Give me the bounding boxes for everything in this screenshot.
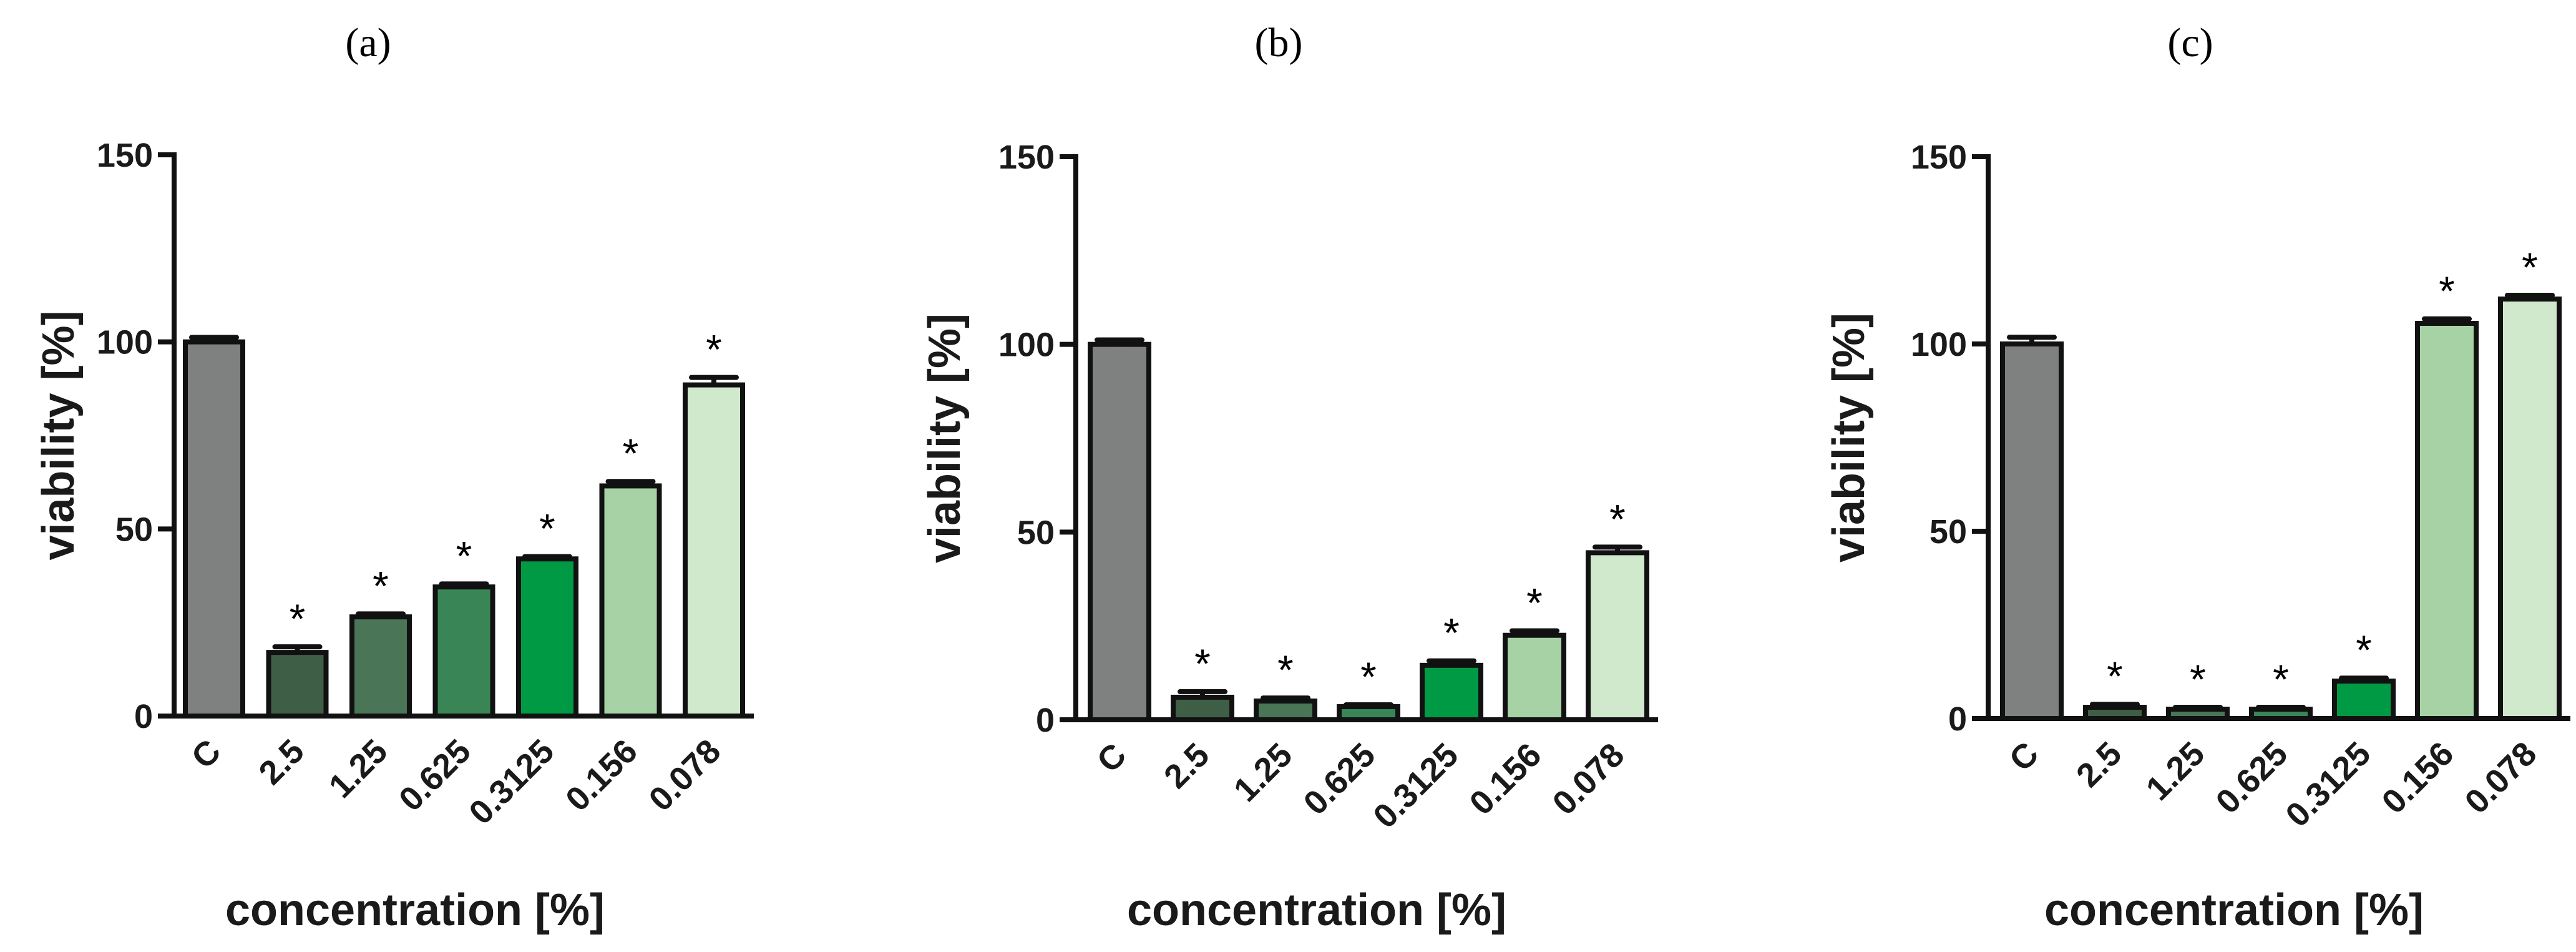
significance-marker: * <box>2522 244 2538 290</box>
bar <box>1171 694 1234 723</box>
x-tick-label: 0.078 <box>642 732 728 818</box>
x-tick-label: 2.5 <box>1157 736 1217 796</box>
y-tick-label: 150 <box>1911 139 1967 176</box>
x-axis-title: concentration [%] <box>1127 885 1506 935</box>
bar <box>1088 341 1151 722</box>
significance-marker: * <box>2107 653 2123 699</box>
y-tick-label: 100 <box>998 326 1055 364</box>
y-tick-label: 150 <box>998 139 1055 176</box>
x-tick-label: 1.25 <box>1227 736 1300 809</box>
x-tick-label: 0.156 <box>2375 735 2461 821</box>
x-tick-label: 0.3125 <box>2278 735 2378 834</box>
x-tick-label: 0.078 <box>2458 735 2544 821</box>
significance-marker: * <box>1360 654 1377 700</box>
y-tick-label: 0 <box>1948 700 1967 738</box>
bar <box>2415 321 2479 721</box>
significance-marker: * <box>2190 656 2206 702</box>
significance-marker: * <box>2273 656 2289 702</box>
bar <box>599 483 662 719</box>
bar <box>2000 341 2064 721</box>
bar <box>2498 297 2562 721</box>
x-tick-label: 1.25 <box>2139 735 2212 808</box>
x-tick-label: 0.156 <box>559 732 645 818</box>
bar <box>1254 698 1317 723</box>
panel-label: (c) <box>2167 20 2213 66</box>
x-tick-label: C <box>184 732 228 776</box>
bar <box>1586 550 1649 722</box>
significance-marker: * <box>2439 268 2455 314</box>
significance-marker: * <box>373 562 389 609</box>
y-axis-title: viability [%] <box>920 313 970 563</box>
bar <box>349 614 412 719</box>
bar <box>2332 679 2396 721</box>
x-tick-label: C <box>1090 736 1133 780</box>
significance-marker: * <box>1443 610 1460 656</box>
panel-b: (b)C*2.5*1.25*0.625*0.3125*0.156*0.07805… <box>920 20 1658 935</box>
bar <box>432 584 495 719</box>
y-tick-label: 50 <box>1017 514 1055 551</box>
y-tick-label: 0 <box>134 698 153 735</box>
bar <box>683 382 745 719</box>
y-tick-label: 150 <box>97 137 153 174</box>
panel-a: (a)C*2.5*1.25*0.625*0.3125*0.156*0.07805… <box>34 20 754 935</box>
bar <box>1503 632 1566 723</box>
significance-marker: * <box>456 532 472 579</box>
significance-marker: * <box>1277 647 1294 693</box>
panel-c: (c)C*2.5*1.25*0.625*0.3125*0.156*0.07805… <box>1824 20 2570 935</box>
x-axis-title: concentration [%] <box>2044 885 2424 935</box>
y-tick-label: 50 <box>115 511 153 548</box>
significance-marker: * <box>706 326 722 373</box>
significance-marker: * <box>623 430 639 476</box>
y-axis-title: viability [%] <box>1824 313 1874 562</box>
significance-marker: * <box>1526 579 1543 626</box>
bar <box>1420 662 1483 722</box>
y-tick-label: 100 <box>97 324 153 361</box>
x-tick-label: 0.3125 <box>462 732 561 832</box>
x-tick-label: 2.5 <box>251 732 311 792</box>
significance-marker: * <box>2356 627 2372 673</box>
bar <box>516 556 578 719</box>
x-tick-label: 1.25 <box>322 732 395 805</box>
panel-label: (b) <box>1255 20 1303 66</box>
y-axis-title: viability [%] <box>34 310 84 560</box>
significance-marker: * <box>539 506 555 552</box>
panel-label: (a) <box>345 20 391 66</box>
y-tick-label: 0 <box>1036 702 1055 739</box>
significance-marker: * <box>290 596 306 642</box>
significance-marker: * <box>1194 640 1211 687</box>
y-tick-label: 100 <box>1911 326 1967 363</box>
x-axis-title: concentration [%] <box>225 885 605 935</box>
bar <box>183 339 245 719</box>
significance-marker: * <box>1609 496 1626 542</box>
x-tick-label: 0.078 <box>1546 736 1632 822</box>
x-tick-label: 0.156 <box>1463 736 1549 822</box>
bar <box>266 650 329 719</box>
x-tick-label: 2.5 <box>2069 735 2129 795</box>
y-tick-label: 50 <box>1930 513 1967 551</box>
x-tick-label: 0.3125 <box>1366 736 1465 835</box>
x-tick-label: C <box>2002 735 2046 778</box>
